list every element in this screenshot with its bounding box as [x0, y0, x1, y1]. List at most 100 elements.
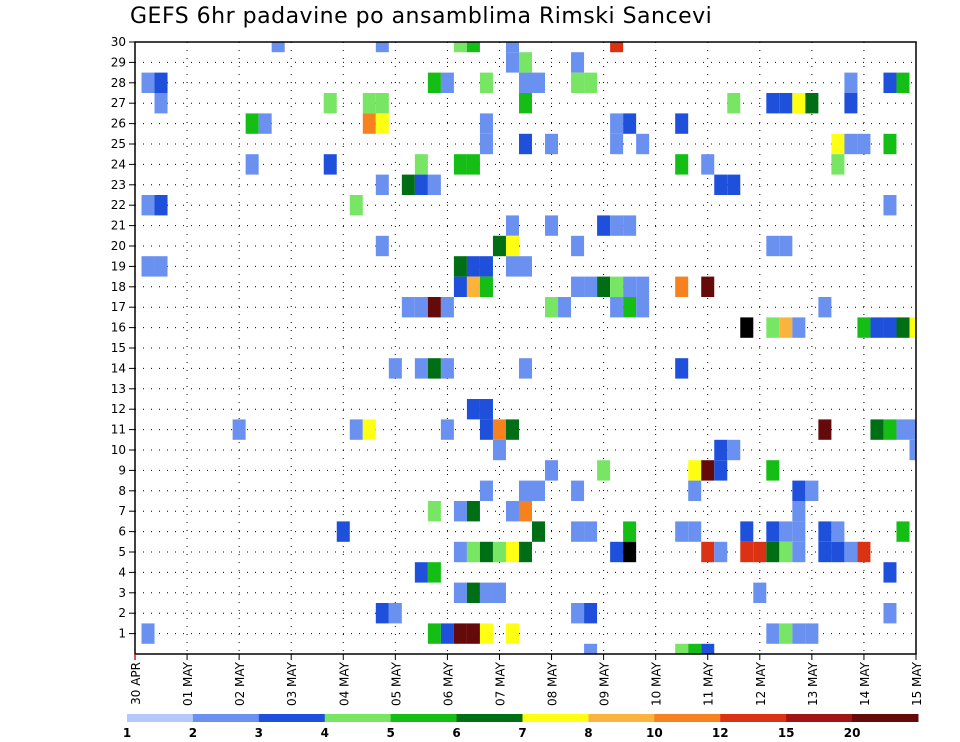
precip-cell [714, 439, 728, 461]
precip-cell [440, 419, 454, 440]
precip-cell [766, 521, 780, 542]
precip-cell [792, 501, 806, 522]
precip-cell [453, 42, 467, 53]
y-tick-label: 30 [111, 35, 126, 49]
x-tick-label: 13 MAY [806, 661, 820, 706]
colorbar-swatch [258, 714, 326, 722]
precip-cell [909, 317, 916, 338]
x-tick-label: 06 MAY [441, 661, 455, 706]
precip-cell [844, 541, 858, 563]
x-tick-label: 11 MAY [702, 661, 716, 706]
y-tick-label: 19 [111, 259, 126, 273]
precip-cell [805, 480, 819, 501]
colorbar-label: 20 [844, 726, 861, 740]
precip-cell [714, 541, 728, 563]
y-tick-label: 18 [111, 280, 126, 294]
precip-cell [896, 72, 910, 93]
precip-cell [505, 501, 519, 522]
precip-cell [466, 276, 480, 297]
precip-cell [375, 235, 389, 257]
precip-cell [401, 297, 415, 318]
colorbar-label: 3 [255, 726, 263, 740]
precip-cell [479, 582, 493, 603]
precip-cell [623, 541, 637, 563]
precip-cell [440, 358, 454, 379]
y-tick-label: 23 [111, 178, 126, 192]
colorbar-label: 10 [646, 726, 663, 740]
precip-cell [323, 93, 337, 114]
precip-cell [245, 154, 259, 175]
precip-cell [518, 480, 533, 501]
x-tick-label: 12 MAY [754, 661, 768, 706]
precip-cell [597, 215, 611, 236]
precip-cell [688, 480, 702, 501]
precip-cell [623, 521, 637, 542]
precip-cell [805, 623, 819, 644]
precip-cell [883, 603, 897, 624]
precip-cell [532, 72, 546, 93]
precip-cell [440, 623, 454, 644]
precip-cell [701, 460, 715, 481]
colorbar-swatch [127, 714, 194, 722]
precip-cell [688, 643, 702, 654]
precip-cell [571, 603, 585, 624]
precip-cell [883, 419, 897, 440]
precip-cell [349, 419, 363, 440]
precip-cell [623, 297, 637, 318]
precip-cell [505, 541, 519, 563]
precip-cell [610, 215, 624, 236]
precip-cell [571, 235, 585, 257]
precip-cells [141, 42, 916, 654]
precip-cell [414, 358, 428, 379]
precip-cell [453, 154, 467, 175]
y-tick-label: 26 [111, 117, 126, 131]
precip-cell [831, 521, 845, 542]
precip-cell [571, 521, 585, 542]
y-tick-label: 9 [118, 463, 126, 477]
precip-cell [518, 93, 533, 114]
y-tick-label: 12 [111, 402, 126, 416]
precip-cell [714, 174, 728, 195]
precip-cell [427, 174, 441, 195]
precip-cell [896, 419, 910, 440]
precip-cell [701, 541, 715, 563]
y-tick-label: 17 [111, 300, 126, 314]
precip-cell [636, 276, 650, 297]
precip-cell [414, 154, 428, 175]
precip-cell [141, 195, 155, 216]
precip-cell [388, 603, 402, 624]
precip-cell [610, 276, 624, 297]
precip-cell [883, 72, 897, 93]
precip-cell [766, 623, 780, 644]
x-tick-label: 14 MAY [858, 661, 872, 706]
precip-cell [479, 113, 493, 134]
precip-cell [375, 603, 389, 624]
y-tick-label: 8 [118, 484, 126, 498]
chart-title: GEFS 6hr padavine po ansamblima Rimski S… [130, 4, 713, 29]
precip-cell [818, 419, 832, 440]
precip-cell [883, 562, 897, 583]
precip-cell [792, 521, 806, 542]
precip-cell [870, 419, 884, 440]
precip-cell [623, 276, 637, 297]
precip-cell [740, 521, 754, 542]
precip-cell [453, 541, 467, 563]
precip-cell [414, 562, 428, 583]
precip-cell [831, 541, 845, 563]
precip-cell [675, 643, 689, 654]
precip-cell [675, 154, 689, 175]
precip-cell [453, 501, 467, 522]
precip-cell [844, 93, 858, 114]
precip-cell [492, 582, 506, 603]
precip-cell [492, 541, 506, 563]
precip-cell [779, 541, 793, 563]
colorbar-label: 15 [778, 726, 795, 740]
x-tick-label: 15 MAY [910, 661, 924, 706]
precip-cell [844, 133, 858, 155]
precip-cell [466, 582, 480, 603]
colorbar-swatch [588, 714, 655, 722]
precip-cell [675, 276, 689, 297]
colorbar-label: 12 [712, 726, 729, 740]
precip-cell [545, 460, 559, 481]
